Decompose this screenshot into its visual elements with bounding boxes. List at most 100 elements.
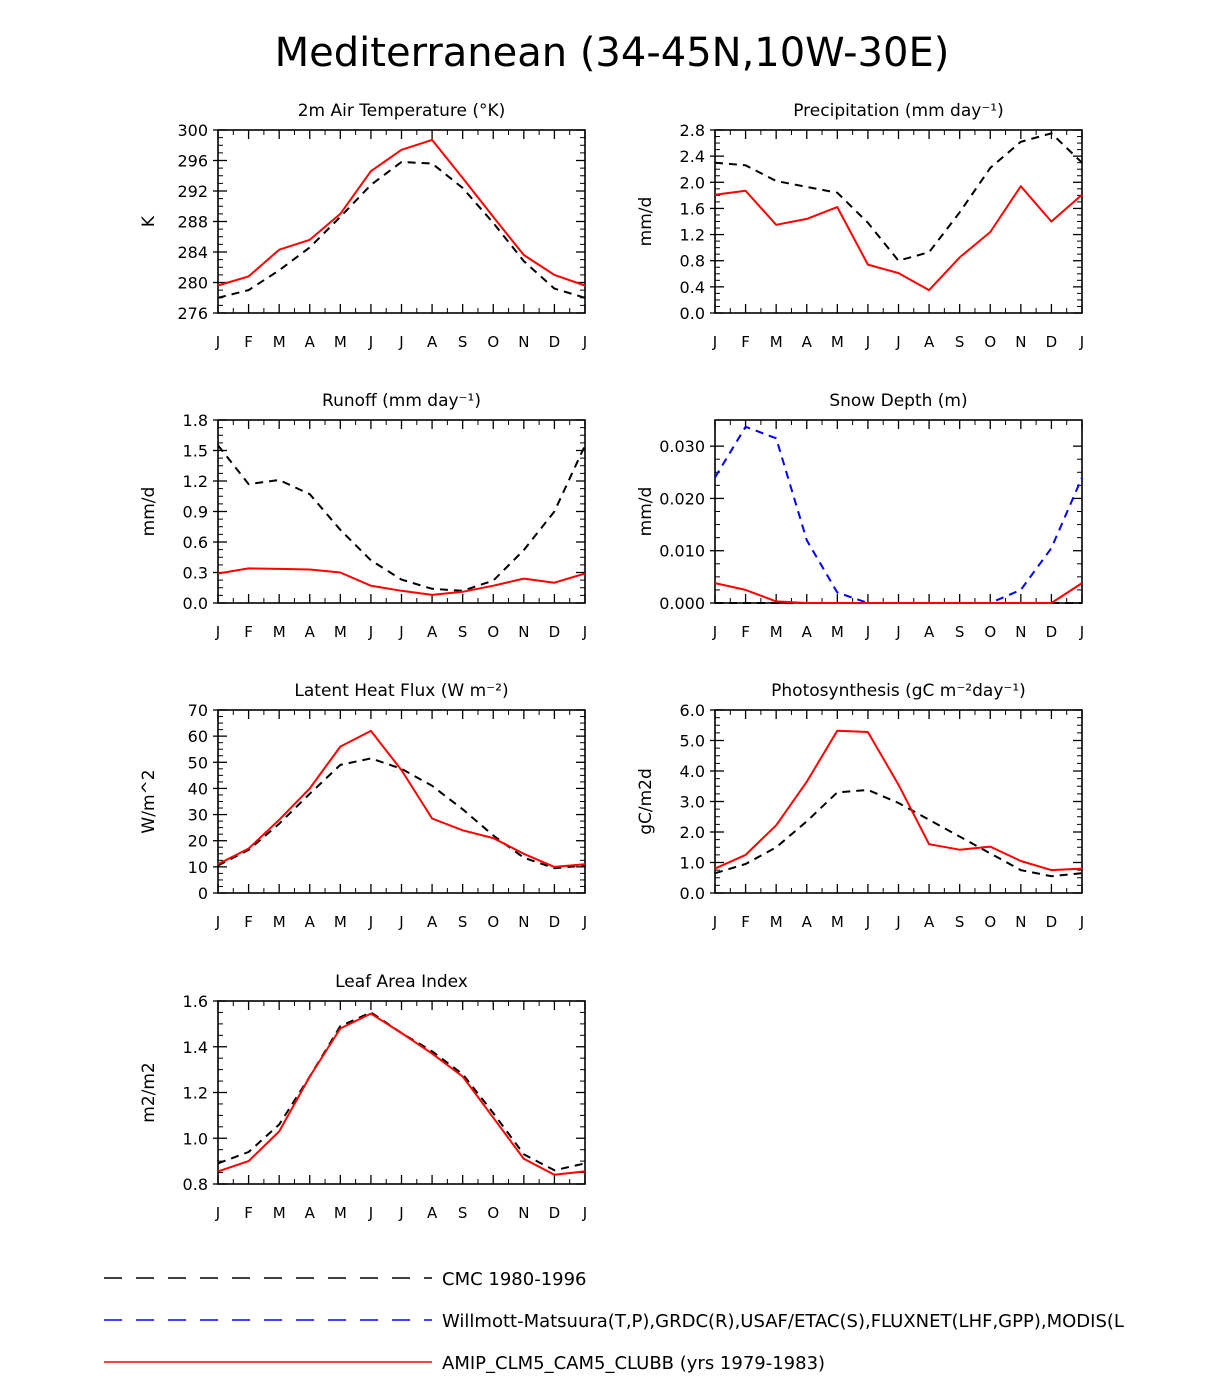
series-line-model [714,185,1083,292]
x-tick-label: J [582,1204,587,1222]
y-tick-label: 0.0 [680,884,705,903]
x-tick-label: J [582,333,587,351]
y-tick-label: 0.010 [659,542,705,561]
y-tick-label: 0.030 [659,437,705,456]
panel-title: 2m Air Temperature (°K) [298,101,506,121]
x-tick-label: D [549,1204,561,1222]
legend-label-obs: Willmott-Matsuura(T,P),GRDC(R),USAF/ETAC… [442,1311,1124,1332]
x-tick-label: M [334,913,347,931]
y-tick-label: 0.000 [659,594,705,613]
x-tick-label: J [712,913,717,931]
x-tick-label: A [305,333,316,351]
x-tick-label: S [458,623,468,641]
x-tick-label: O [984,333,996,351]
x-tick-label: F [741,913,750,931]
x-tick-label: M [770,333,783,351]
x-tick-label: S [955,913,965,931]
y-tick-label: 10 [188,858,208,877]
y-tick-label: 1.2 [183,1084,208,1103]
series-line-model [217,729,586,868]
x-tick-label: A [802,913,813,931]
x-tick-label: D [1046,623,1058,641]
x-tick-label: A [305,913,316,931]
x-tick-label: S [458,913,468,931]
x-tick-label: A [305,1204,316,1222]
x-tick-label: F [741,333,750,351]
y-tick-label: 4.0 [680,762,705,781]
x-tick-label: M [273,623,286,641]
x-tick-label: J [582,623,587,641]
x-tick-label: M [770,623,783,641]
x-tick-label: J [712,333,717,351]
x-tick-label: S [955,333,965,351]
x-tick-label: J [368,623,373,641]
x-tick-label: M [273,333,286,351]
y-tick-label: 3.0 [680,793,705,812]
series-line-cmc [714,132,1083,262]
y-tick-label: 296 [177,152,208,171]
x-tick-label: J [398,623,403,641]
x-tick-label: M [334,333,347,351]
y-tick-label: 0.3 [183,564,208,583]
x-tick-label: J [215,913,220,931]
x-tick-label: D [1046,333,1058,351]
y-tick-label: 0.4 [680,278,705,297]
series-line-cmc [217,161,586,299]
y-tick-label: 2.0 [680,173,705,192]
x-tick-label: D [549,913,561,931]
x-tick-label: N [518,913,529,931]
series-line-model [217,567,586,596]
y-tick-label: 1.0 [680,854,705,873]
series-line-model [714,729,1083,872]
x-tick-label: M [334,1204,347,1222]
x-tick-label: M [273,913,286,931]
x-tick-label: A [924,913,935,931]
y-tick-label: 0.0 [183,594,208,613]
y-tick-label: 1.6 [680,199,705,218]
y-axis-label: gC/m2d [636,768,656,835]
x-tick-label: N [518,1204,529,1222]
x-tick-label: J [582,913,587,931]
x-tick-label: S [955,623,965,641]
x-tick-label: F [741,623,750,641]
y-tick-label: 284 [177,243,208,262]
panel-runoff: J F M A M J J A S O N D J0.00.30.60.91.21.51.8Runoff… [139,391,587,641]
series-line-model [217,138,586,287]
panel-title: Leaf Area Index [335,972,468,992]
x-tick-label: D [1046,913,1058,931]
x-tick-label: A [427,333,438,351]
x-tick-label: N [1015,913,1026,931]
x-tick-label: F [244,623,253,641]
y-tick-label: 0.8 [183,1175,208,1194]
series-line-obs [714,425,1083,604]
series-line-model [714,582,1083,604]
x-tick-label: M [273,1204,286,1222]
series-line-cmc [217,757,586,870]
y-tick-label: 276 [177,304,208,323]
series-line-model [217,1012,586,1176]
y-tick-label: 60 [188,727,208,746]
x-tick-label: J [865,913,870,931]
x-tick-label: N [518,623,529,641]
y-tick-label: 2.8 [680,121,705,140]
x-tick-label: A [305,623,316,641]
x-tick-label: J [368,333,373,351]
y-axis-label: mm/d [139,487,159,537]
series-line-cmc [714,788,1083,878]
panel-title: Snow Depth (m) [829,391,967,411]
x-tick-label: O [487,333,499,351]
y-tick-label: 1.6 [183,992,208,1011]
plot-frame [714,129,1083,314]
x-tick-label: J [865,333,870,351]
x-tick-label: J [398,913,403,931]
panel-title: Photosynthesis (gC m⁻²day⁻¹) [771,681,1026,701]
x-tick-label: J [1079,333,1084,351]
x-tick-label: N [1015,333,1026,351]
y-tick-label: 0.0 [680,304,705,323]
x-tick-label: M [831,623,844,641]
x-tick-label: J [368,1204,373,1222]
